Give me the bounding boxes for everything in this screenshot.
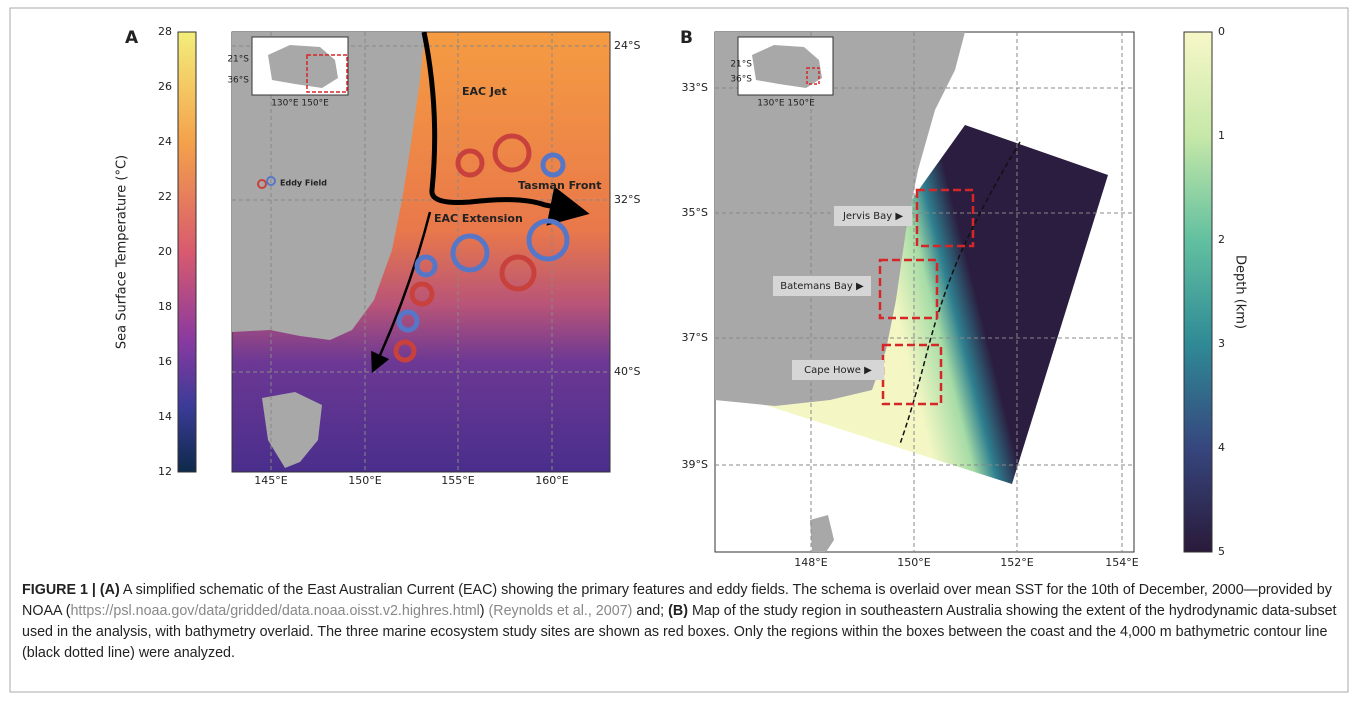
inset-lat: 36°S [730,75,752,85]
lat-label: 32°S [614,193,640,206]
colorbar-tick: 24 [158,135,172,148]
lon-label: 148°E [794,556,827,569]
annotation: Tasman Front [518,179,601,192]
caption-text: and; [632,603,668,619]
inset-lon: 130°E 150°E [757,99,815,109]
colorbar [1184,32,1212,552]
colorbar-tick: 0 [1218,25,1225,38]
colorbar-label: Sea Surface Temperature (°C) [115,155,130,349]
site-label: Cape Howe ▶ [804,365,872,376]
lon-label: 154°E [1105,556,1138,569]
colorbar-tick: 26 [158,80,172,93]
caption-text: (Reynolds et al., 2007) [489,603,633,619]
colorbar-tick: 20 [158,245,172,258]
colorbar-tick: 16 [158,355,172,368]
colorbar-tick: 1 [1218,129,1225,142]
lon-label: 145°E [254,474,287,487]
colorbar-tick: 3 [1218,337,1225,350]
colorbar-tick: 18 [158,300,172,313]
map [715,32,1134,552]
panel-label: A [125,28,139,48]
lat-label: 37°S [682,331,708,344]
colorbar-tick: 2 [1218,233,1225,246]
lat-label: 39°S [682,458,708,471]
caption-text: FIGURE 1 | (A) [22,582,120,598]
caption: FIGURE 1 | (A) A simplified schematic of… [22,580,1340,664]
page: A Sea Surface Temperature (°C) EAC Jet T… [0,0,1358,702]
colorbar-tick: 14 [158,410,172,423]
lon-label: 160°E [535,474,568,487]
annotation: Eddy Field [280,179,327,188]
inset-lon: 130°E 150°E [271,99,329,109]
lon-label: 150°E [348,474,381,487]
colorbar [178,32,196,472]
colorbar-tick: 22 [158,190,172,203]
colorbar-tick: 28 [158,25,172,38]
lat-label: 40°S [614,365,640,378]
inset-lat: 36°S [227,76,249,86]
colorbar-tick: 4 [1218,441,1225,454]
lon-label: 155°E [441,474,474,487]
panel-label: B [680,28,693,48]
annotation: EAC Extension [434,212,523,225]
lat-label: 35°S [682,206,708,219]
site-label: Jervis Bay ▶ [842,211,903,222]
colorbar-tick: 12 [158,465,172,478]
inset-lat: 21°S [730,60,752,70]
caption-text: https://psl.noaa.gov/data/gridded/data.n… [70,603,479,619]
colorbar-label: Depth (km) [1233,255,1248,329]
lat-label: 33°S [682,81,708,94]
lon-label: 150°E [897,556,930,569]
site-label: Batemans Bay ▶ [780,281,864,292]
colorbar-tick: 5 [1218,545,1225,558]
caption-text: ) [480,603,489,619]
inset-lat: 21°S [227,55,249,65]
lon-label: 152°E [1000,556,1033,569]
annotation: EAC Jet [462,85,507,98]
lat-label: 24°S [614,39,640,52]
caption-text: (B) [668,603,688,619]
